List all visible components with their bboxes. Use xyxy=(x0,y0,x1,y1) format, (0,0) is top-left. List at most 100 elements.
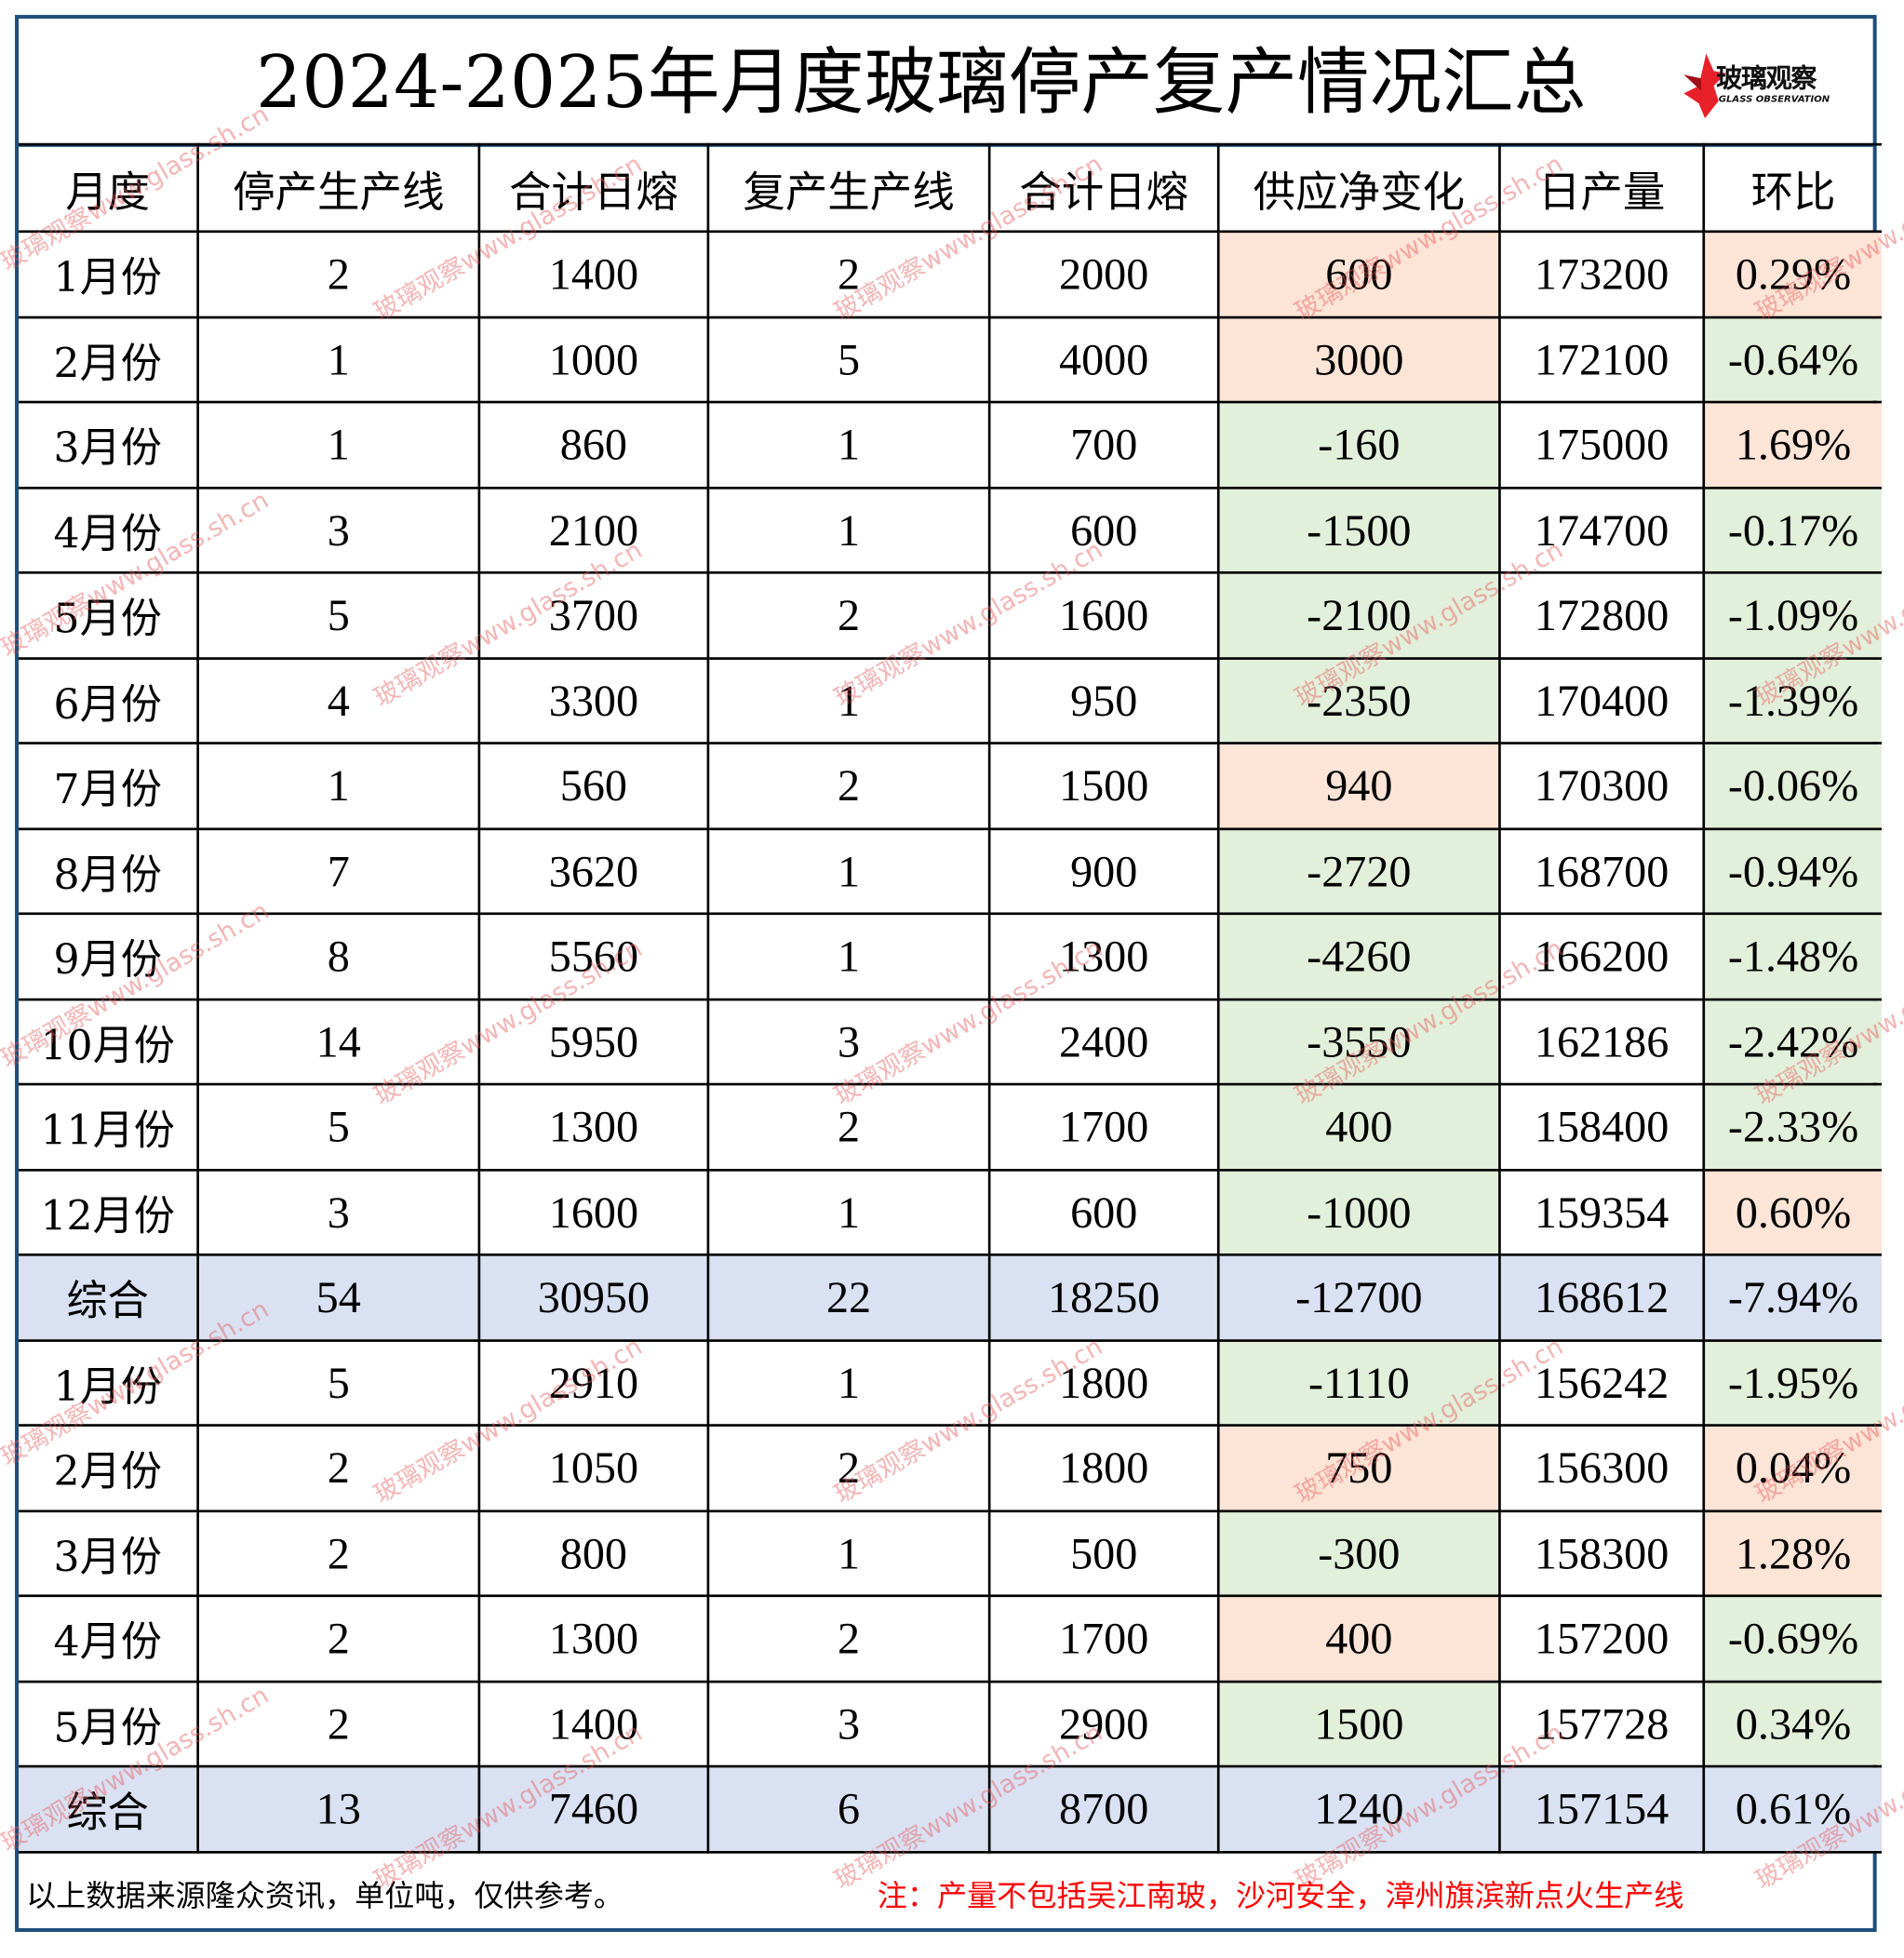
cell-mom-change: -0.69% xyxy=(1702,1594,1882,1683)
cell-net-supply-change: -2100 xyxy=(1216,570,1501,660)
page-title: 2024-2025年月度玻璃停产复产情况汇总 xyxy=(19,19,1873,147)
cell-month: 综合 xyxy=(19,1253,199,1342)
cell-resumed-capacity: 18250 xyxy=(987,1253,1220,1342)
cell-net-supply-change: -160 xyxy=(1216,400,1501,489)
cell-resumed-capacity: 2000 xyxy=(987,230,1220,318)
table-row: 7月份 1 560 2 1500 940 170300 -0.06% xyxy=(19,742,1882,830)
cell-resumed-lines: 1 xyxy=(706,1168,991,1256)
cell-daily-output: 175000 xyxy=(1498,400,1706,489)
cell-resumed-lines: 2 xyxy=(706,230,991,318)
logo-text: 玻璃观察 xyxy=(1716,63,1817,94)
table-frame: 2024-2025年月度玻璃停产复产情况汇总 玻璃观察 GLASS OBSERV… xyxy=(0,15,1904,1932)
header-stopped-lines: 停产生产线 xyxy=(196,142,481,234)
cell-stopped-lines: 5 xyxy=(196,1338,481,1427)
cell-daily-output: 172800 xyxy=(1498,570,1706,660)
cell-resumed-capacity: 1700 xyxy=(987,1082,1220,1172)
cell-daily-output: 168700 xyxy=(1498,826,1706,916)
cell-net-supply-change: 600 xyxy=(1216,230,1501,318)
cell-month: 8月份 xyxy=(19,826,199,916)
source-note: 以上数据来源隆众资讯，单位吨，仅供参考。 xyxy=(26,1878,623,1913)
cell-net-supply-change: 400 xyxy=(1216,1594,1501,1683)
cell-daily-output: 159354 xyxy=(1498,1168,1706,1256)
cell-mom-change: 0.60% xyxy=(1702,1168,1882,1256)
cell-stopped-lines: 5 xyxy=(196,1082,481,1172)
cell-stopped-lines: 5 xyxy=(196,570,481,660)
cell-stopped-lines: 7 xyxy=(196,826,481,916)
cell-resumed-lines: 6 xyxy=(706,1764,991,1854)
cell-mom-change: -7.94% xyxy=(1702,1253,1882,1342)
cell-stopped-lines: 2 xyxy=(196,1680,481,1768)
cell-resumed-lines: 2 xyxy=(706,1082,991,1172)
cell-stopped-capacity: 860 xyxy=(477,400,710,489)
cell-daily-output: 156300 xyxy=(1498,1424,1706,1512)
cell-month: 3月份 xyxy=(19,1509,199,1598)
cell-daily-output: 168612 xyxy=(1498,1253,1706,1342)
cell-daily-output: 157728 xyxy=(1498,1680,1706,1768)
cell-stopped-capacity: 2910 xyxy=(477,1338,710,1427)
cell-mom-change: 0.34% xyxy=(1702,1680,1882,1768)
cell-stopped-lines: 13 xyxy=(196,1764,481,1854)
cell-stopped-lines: 4 xyxy=(196,656,481,744)
cell-daily-output: 157154 xyxy=(1498,1764,1706,1854)
cell-resumed-capacity: 900 xyxy=(987,826,1220,916)
cell-daily-output: 158300 xyxy=(1498,1509,1706,1598)
cell-stopped-lines: 3 xyxy=(196,1168,481,1256)
table-row: 10月份 14 5950 3 2400 -3550 162186 -2.42% xyxy=(19,998,1882,1086)
cell-stopped-capacity: 560 xyxy=(477,742,710,830)
cell-stopped-lines: 1 xyxy=(196,315,481,404)
cell-month: 11月份 xyxy=(19,1082,199,1172)
cell-resumed-lines: 2 xyxy=(706,742,991,830)
cell-stopped-capacity: 3300 xyxy=(477,656,710,744)
table-row: 2月份 1 1000 5 4000 3000 172100 -0.64% xyxy=(19,315,1882,404)
cell-daily-output: 172100 xyxy=(1498,315,1706,404)
cell-resumed-capacity: 1600 xyxy=(987,570,1220,660)
cell-net-supply-change: -1500 xyxy=(1216,486,1501,574)
cell-stopped-capacity: 3700 xyxy=(477,570,710,660)
cell-stopped-capacity: 5560 xyxy=(477,912,710,1000)
cell-month: 5月份 xyxy=(19,1680,199,1768)
cell-resumed-lines: 22 xyxy=(706,1253,991,1342)
cell-resumed-capacity: 700 xyxy=(987,400,1220,489)
cell-stopped-lines: 3 xyxy=(196,486,481,574)
exclusion-note: 注：产量不包括吴江南玻，沙河安全，漳州旗滨新点火生产线 xyxy=(877,1878,1684,1913)
cell-stopped-capacity: 3620 xyxy=(477,826,710,916)
table-row: 1月份 2 1400 2 2000 600 173200 0.29% xyxy=(19,230,1882,318)
cell-daily-output: 170400 xyxy=(1498,656,1706,744)
cell-resumed-lines: 2 xyxy=(706,570,991,660)
cell-stopped-capacity: 1400 xyxy=(477,230,710,318)
cell-resumed-capacity: 2900 xyxy=(987,1680,1220,1768)
cell-month: 2月份 xyxy=(19,315,199,404)
table-row: 1月份 5 2910 1 1800 -1110 156242 -1.95% xyxy=(19,1338,1882,1427)
table-row: 3月份 2 800 1 500 -300 158300 1.28% xyxy=(19,1509,1882,1598)
cell-net-supply-change: 400 xyxy=(1216,1082,1501,1172)
cell-mom-change: 1.28% xyxy=(1702,1509,1882,1598)
cell-mom-change: -0.17% xyxy=(1702,486,1882,574)
cell-stopped-capacity: 30950 xyxy=(477,1253,710,1342)
cell-month: 7月份 xyxy=(19,742,199,830)
table-row: 12月份 3 1600 1 600 -1000 159354 0.60% xyxy=(19,1168,1882,1256)
cell-mom-change: 0.29% xyxy=(1702,230,1882,318)
cell-month: 5月份 xyxy=(19,570,199,660)
cell-daily-output: 173200 xyxy=(1498,230,1706,318)
cell-resumed-capacity: 600 xyxy=(987,486,1220,574)
cell-net-supply-change: 3000 xyxy=(1216,315,1501,404)
cell-mom-change: -1.39% xyxy=(1702,656,1882,744)
cell-stopped-lines: 8 xyxy=(196,912,481,1000)
header-net-supply-change: 供应净变化 xyxy=(1216,142,1501,234)
table-row: 9月份 8 5560 1 1300 -4260 166200 -1.48% xyxy=(19,912,1882,1000)
cell-net-supply-change: 1500 xyxy=(1216,1680,1501,1768)
cell-mom-change: -1.95% xyxy=(1702,1338,1882,1427)
cell-daily-output: 162186 xyxy=(1498,998,1706,1086)
cell-net-supply-change: 940 xyxy=(1216,742,1501,830)
logo: 玻璃观察 GLASS OBSERVATION xyxy=(1683,51,1857,121)
cell-mom-change: -1.48% xyxy=(1702,912,1882,1000)
cell-stopped-capacity: 7460 xyxy=(477,1764,710,1854)
cell-resumed-lines: 1 xyxy=(706,656,991,744)
cell-resumed-capacity: 4000 xyxy=(987,315,1220,404)
cell-resumed-capacity: 1800 xyxy=(987,1338,1220,1427)
cell-net-supply-change: -12700 xyxy=(1216,1253,1501,1342)
cell-net-supply-change: 1240 xyxy=(1216,1764,1501,1854)
header-row: 月度 停产生产线 合计日熔 复产生产线 合计日熔 供应净变化 日产量 环比 xyxy=(19,142,1882,234)
cell-stopped-lines: 2 xyxy=(196,1509,481,1598)
